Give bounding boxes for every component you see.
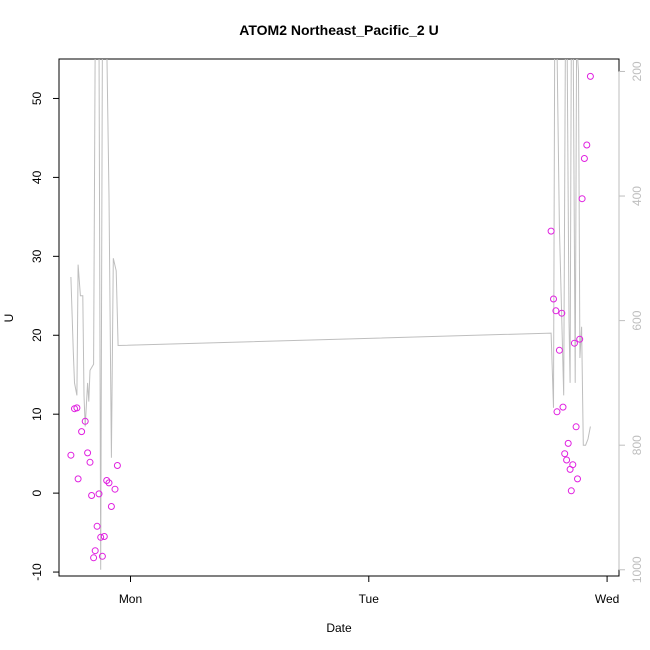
data-point	[95, 490, 103, 498]
x-tick-label: Wed	[595, 592, 619, 606]
data-point	[578, 195, 586, 203]
data-point	[103, 477, 111, 484]
data-point	[570, 339, 578, 347]
y-tick-label: 10	[30, 407, 44, 421]
y2-tick-label: 800	[630, 435, 644, 455]
y-tick-label: 30	[30, 249, 44, 263]
y-tick-label: 40	[30, 170, 44, 184]
y2-tick-label: 200	[630, 61, 644, 81]
y-axis-label: U	[2, 314, 16, 323]
data-point	[583, 141, 591, 149]
data-point	[550, 295, 557, 303]
data-point	[576, 335, 584, 343]
data-point	[111, 485, 119, 493]
y-tick-label: 0	[30, 489, 44, 496]
data-point	[113, 462, 121, 469]
plot-box	[58, 58, 620, 577]
y2-axis: 200 400 600 800 1000	[618, 61, 644, 583]
data-point	[98, 552, 106, 560]
x-tick-label: Tue	[359, 592, 380, 606]
data-point	[547, 227, 555, 235]
data-point	[564, 439, 572, 447]
data-point	[553, 408, 561, 416]
x-axis: Mon Tue Wed	[119, 575, 619, 606]
data-point	[563, 456, 571, 464]
data-point	[567, 487, 575, 495]
data-point	[86, 458, 94, 466]
data-point	[561, 450, 569, 458]
data-point	[97, 533, 105, 541]
data-point	[100, 533, 108, 540]
data-point	[569, 461, 577, 469]
data-point	[74, 475, 82, 483]
y-tick-label: 50	[30, 91, 44, 105]
data-point	[84, 449, 92, 457]
y2-tick-label: 1000	[630, 556, 644, 583]
data-point	[67, 451, 75, 459]
data-point	[559, 403, 567, 411]
data-point	[105, 479, 113, 487]
u-points-layer	[67, 72, 594, 562]
x-axis-label: Date	[326, 621, 352, 635]
y-tick-label: -10	[30, 563, 44, 581]
depth-line-layer	[70, 59, 591, 570]
data-point	[90, 554, 98, 562]
data-point	[586, 72, 594, 80]
y2-tick-label: 600	[630, 310, 644, 330]
data-point	[574, 475, 581, 483]
data-point	[73, 404, 81, 412]
y-tick-label: 20	[30, 328, 44, 342]
data-point	[91, 547, 99, 555]
data-point	[107, 503, 115, 510]
x-tick-label: Mon	[119, 592, 142, 606]
y-axis: -10 0 10 20 30 40 50	[30, 91, 60, 581]
data-point	[78, 428, 86, 436]
data-point	[555, 346, 563, 354]
chart-title: ATOM2 Northeast_Pacific_2 U	[239, 22, 438, 38]
depth-line	[70, 59, 591, 570]
data-point	[93, 522, 101, 530]
data-point	[572, 423, 580, 431]
y2-tick-label: 400	[630, 186, 644, 206]
data-point	[81, 417, 89, 425]
plot-area	[58, 58, 620, 577]
data-point	[88, 492, 96, 499]
data-point	[580, 155, 588, 162]
data-point	[552, 307, 560, 315]
data-point	[558, 309, 566, 317]
